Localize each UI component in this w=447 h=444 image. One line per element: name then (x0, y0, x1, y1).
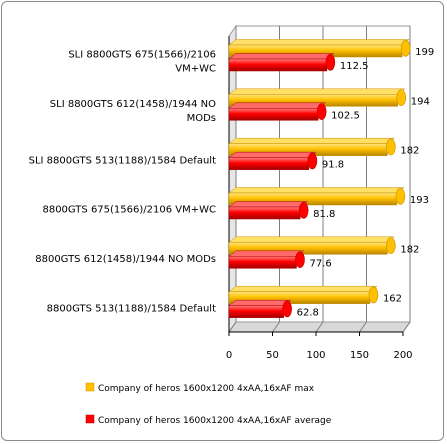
legend-swatch-0 (85, 382, 95, 392)
data-label: 102.5 (331, 110, 360, 121)
bar-end-cap (282, 300, 292, 318)
legend-label-0: Company of heros 1600x1200 4xAA,16xAF ma… (98, 384, 315, 394)
data-label: 199 (415, 47, 434, 58)
bar-end-cap (396, 89, 407, 106)
bar-top-face (228, 102, 326, 109)
data-label: 62.8 (297, 308, 319, 319)
bar-top-face (228, 53, 335, 60)
data-label: 77.6 (310, 258, 332, 269)
bar-top-face (228, 285, 378, 292)
bar-top-face (228, 250, 305, 257)
category-label: 8800GTS 675(1566)/2106 VM+WC (42, 205, 216, 216)
data-label: 193 (410, 195, 429, 206)
gridline-floor (315, 321, 324, 333)
x-tick-label: 50 (266, 350, 279, 361)
category-label: VM+WC (175, 64, 216, 75)
category-label: SLI 8800GTS 675(1566)/2106 (68, 50, 216, 61)
bar-end-cap (298, 202, 309, 219)
bar-end-cap (386, 237, 396, 254)
bar-top-face (228, 137, 396, 144)
bar-end-cap (295, 251, 305, 268)
bar-top-face (228, 299, 292, 306)
data-label: 194 (411, 96, 430, 107)
bar-end-cap (316, 103, 327, 120)
x-tick-label: 200 (393, 350, 412, 361)
data-label: 162 (383, 294, 402, 305)
data-label: 91.8 (322, 160, 344, 171)
gridline-floor (402, 321, 411, 333)
bar-average (228, 305, 284, 318)
bar-average (228, 256, 297, 269)
gridline-floor (272, 321, 280, 333)
x-tick-label: 100 (306, 350, 325, 361)
bar-end-cap (307, 152, 318, 170)
category-label: MODs (187, 113, 216, 124)
category-label: SLI 8800GTS 513(1188)/1584 Default (29, 155, 216, 166)
data-label: 112.5 (340, 61, 369, 72)
gridline-floor (228, 321, 237, 333)
x-tick-label: 0 (226, 350, 232, 361)
bar-top-face (228, 39, 410, 46)
bar-end-cap (386, 138, 396, 156)
plot-side-wall (228, 24, 237, 334)
data-label: 81.8 (313, 209, 335, 220)
x-tick-label: 150 (350, 350, 369, 361)
legend-label-1: Company of heros 1600x1200 4xAA,16xAF av… (98, 416, 332, 426)
bar-top-face (228, 88, 406, 95)
bar-average (228, 108, 319, 121)
bar-top-face (228, 236, 396, 243)
bar-end-cap (368, 286, 379, 304)
bar-average (228, 206, 301, 220)
category-label: SLI 8800GTS 612(1458)/1944 NO (50, 99, 216, 110)
bar-top-face (228, 151, 317, 158)
bar-top-face (228, 187, 405, 194)
data-label: 182 (400, 244, 419, 255)
category-label: 8800GTS 513(1188)/1584 Default (47, 303, 216, 314)
bar-top-face (228, 201, 308, 208)
data-label: 182 (400, 146, 419, 157)
bar-end-cap (400, 39, 411, 57)
category-label: 8800GTS 612(1458)/1944 NO MODs (35, 254, 216, 265)
bar-end-cap (325, 53, 336, 71)
legend-swatch-1 (85, 414, 95, 424)
gridline-floor (359, 321, 367, 333)
bar-average (228, 157, 310, 170)
bar-average (228, 58, 328, 72)
bar-end-cap (395, 188, 406, 205)
